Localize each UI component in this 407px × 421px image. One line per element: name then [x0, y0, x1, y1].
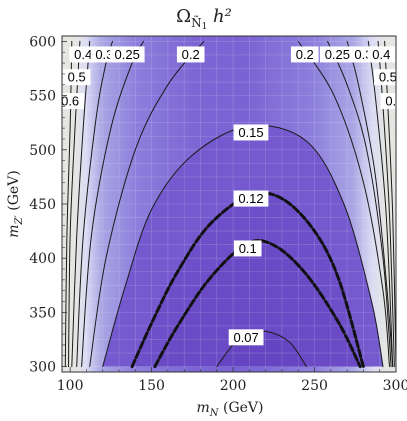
contour-line-0.2 — [89, 40, 205, 368]
x-axis-label-unit: (GeV) — [219, 400, 264, 416]
y-tick-label: 500 — [29, 143, 56, 159]
contour-label: 0.25 — [109, 46, 145, 63]
svg-text:ΩÑ1 h²: ΩÑ1 h² — [176, 6, 232, 32]
contour-label-text: 0.4 — [74, 47, 92, 62]
contour-label-text: 0.4 — [372, 47, 390, 62]
y-axis-ticks: 300 350 400 450 500 550 600 — [29, 34, 67, 376]
y-tick-label: 300 — [29, 360, 56, 376]
title-subscript: Ñ — [191, 15, 202, 30]
contour-band-0.1 — [154, 240, 361, 367]
contour-label-text: 0.12 — [238, 191, 263, 206]
y-axis-label-var: m — [6, 224, 22, 237]
contour-labels: 0.4 0.3 0.25 0.2 0.2 0.25 0.3 0.40.5 0.50.6 0.60.… — [61, 46, 403, 346]
x-tick-label: 300 — [383, 378, 407, 394]
contour-label-text: 0.5 — [68, 70, 86, 85]
contour-label: 0.4 — [367, 46, 396, 63]
y-axis-label: mZ′ (GeV) — [6, 170, 25, 237]
x-axis-ticks: 100 150 200 250 300 — [57, 367, 407, 394]
contour-label: 0.15 — [233, 124, 269, 141]
contour-label-box — [290, 46, 319, 63]
contour-line-0.3 — [346, 40, 394, 368]
contour-label-text: 0.2 — [296, 47, 314, 62]
contour-label-box — [62, 93, 84, 110]
contour-label: 0.4 — [69, 46, 97, 63]
contour-label-box — [109, 46, 145, 63]
contour-label: 0.5 — [374, 69, 397, 86]
x-tick-label: 250 — [301, 378, 328, 394]
contour-label-text: 0.3 — [95, 47, 113, 62]
x-axis-label-var: m — [197, 400, 210, 416]
contour-label: 0.25 — [319, 46, 355, 63]
title-tail: h² — [207, 6, 232, 27]
x-axis-label: mN (GeV) — [197, 400, 264, 419]
contour-label-box — [374, 69, 396, 86]
contour-label-box — [380, 93, 396, 110]
contour-label: 0.12 — [233, 190, 269, 207]
y-tick-label: 550 — [29, 89, 56, 105]
contour-label-text: 0.1 — [239, 241, 257, 256]
contour-label-box — [62, 69, 91, 86]
y-tick-label: 600 — [29, 34, 56, 50]
contour-label-text: 0.25 — [115, 47, 140, 62]
y-tick-label: 400 — [29, 251, 56, 267]
contour-label-text: 0.5 — [379, 70, 397, 85]
contour-label-text: 0.25 — [325, 47, 350, 62]
contour-label-box — [233, 240, 262, 257]
contour-line-0.2 — [297, 40, 390, 368]
contour-label-text: 0.6 — [61, 94, 79, 109]
contour-label-text: 0.6 — [385, 94, 403, 109]
contour-label-box — [176, 46, 205, 63]
y-axis-label-unit: (GeV) — [6, 170, 22, 215]
contour-line-0.4 — [367, 40, 394, 368]
contour-label-text: 0.07 — [233, 330, 258, 345]
contour-label: 0.2 — [176, 46, 205, 63]
x-tick-label: 150 — [138, 378, 165, 394]
contour-label-box — [228, 329, 264, 346]
title-subscript-index: 1 — [202, 22, 208, 32]
y-tick-label: 350 — [29, 305, 56, 321]
title-omega: Ω — [176, 6, 191, 27]
y-axis-label-sub: Z′ — [14, 214, 25, 225]
contour-label: 0.2 — [290, 46, 319, 63]
contour-label-box — [233, 124, 269, 141]
y-tick-label: 450 — [29, 197, 56, 213]
x-tick-label: 100 — [57, 378, 84, 394]
contour-label-box — [367, 46, 396, 63]
chart-title: ΩÑ1 h² — [176, 6, 232, 32]
contour-label: 0.5 — [62, 69, 91, 86]
contour-label-text: 0.15 — [238, 125, 263, 140]
contour-label: 0.1 — [233, 240, 262, 257]
contour-label: 0.6 — [61, 93, 84, 110]
contour-label-box — [319, 46, 355, 63]
x-axis-label-sub: N — [209, 408, 220, 419]
contour-label: 0.07 — [228, 329, 264, 346]
contour-line-0.25 — [327, 40, 392, 368]
x-tick-label: 200 — [220, 378, 247, 394]
contour-label-box — [69, 46, 97, 63]
contour-label-text: 0.2 — [182, 47, 200, 62]
contour-label: 0.6 — [380, 93, 403, 110]
contour-label-box — [233, 190, 269, 207]
